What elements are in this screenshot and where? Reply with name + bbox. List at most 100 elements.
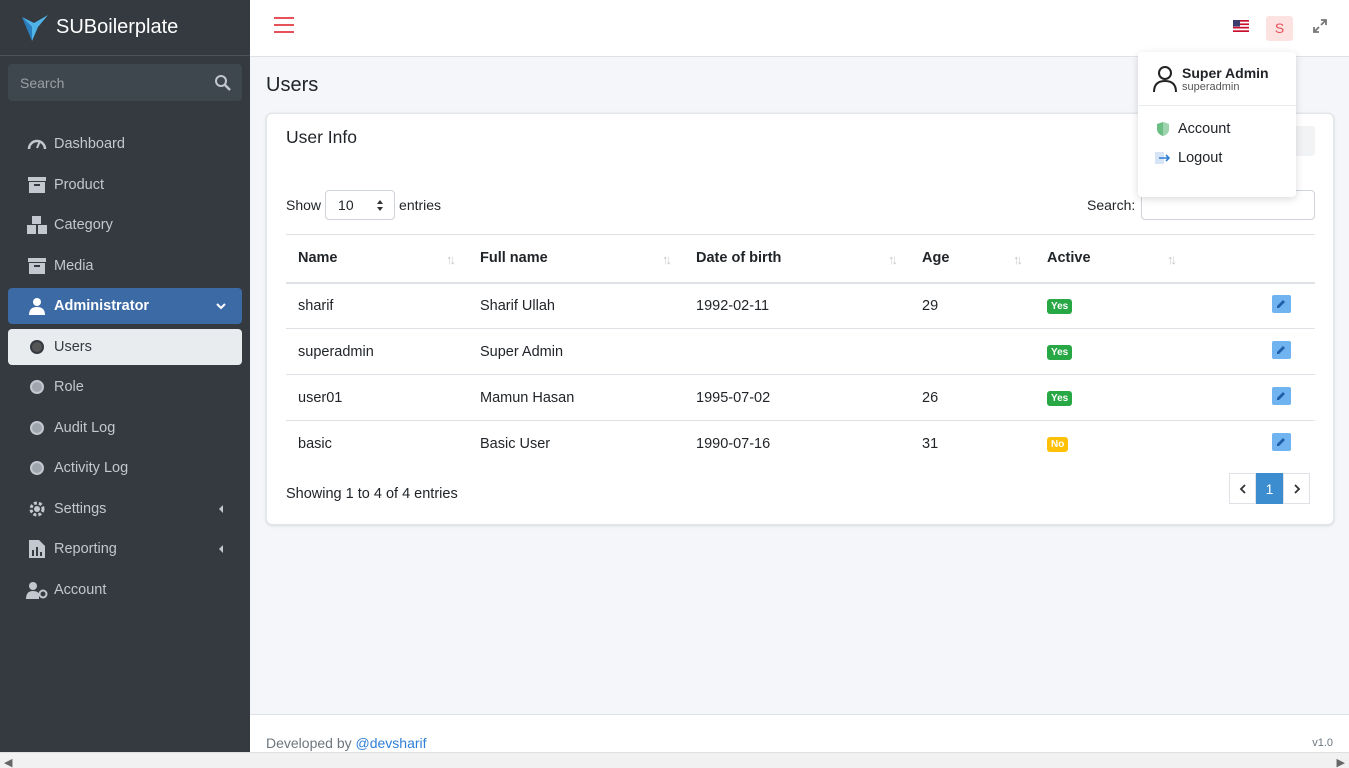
table-info: Showing 1 to 4 of 4 entries bbox=[286, 486, 458, 502]
cell-full-name: Super Admin bbox=[468, 328, 684, 375]
cell-active: No bbox=[1035, 421, 1189, 467]
cell-actions bbox=[1189, 282, 1315, 329]
footer-credit-text: Developed by bbox=[266, 735, 356, 751]
edit-button[interactable] bbox=[1272, 340, 1291, 359]
logout-icon bbox=[1155, 151, 1171, 164]
us-flag-icon[interactable] bbox=[1233, 20, 1249, 32]
cell-name: user01 bbox=[286, 374, 468, 421]
horizontal-scrollbar[interactable]: ◀ ▶ bbox=[0, 752, 1349, 768]
footer: Developed by @devsharif v1.0 bbox=[250, 714, 1349, 752]
column-label: Date of birth bbox=[696, 250, 782, 267]
cell-age: 31 bbox=[922, 435, 939, 452]
archive-icon bbox=[26, 256, 48, 276]
developer-link[interactable]: @devsharif bbox=[355, 735, 427, 751]
sidebar-item-media[interactable]: Media bbox=[8, 248, 242, 284]
cell-age bbox=[910, 328, 1035, 375]
table-search-label: Search: bbox=[1087, 197, 1136, 213]
page-title: Users bbox=[266, 74, 319, 96]
sidebar-item-product[interactable]: Product bbox=[8, 167, 242, 203]
column-header-age[interactable]: Age ↑↓ bbox=[910, 234, 1035, 284]
users-table: Name ↑↓ Full name ↑↓ Date of birth ↑↓ Age ↑↓… bbox=[286, 234, 1315, 467]
user-cog-icon bbox=[26, 580, 48, 600]
circle-icon bbox=[26, 458, 48, 478]
prev-page-button[interactable] bbox=[1229, 473, 1256, 504]
version-label: v1.0 bbox=[1312, 737, 1333, 749]
sidebar-item-account[interactable]: Account bbox=[8, 572, 242, 608]
column-header-full-name[interactable]: Full name ↑↓ bbox=[468, 234, 684, 284]
chevron-left-icon bbox=[219, 504, 223, 513]
cell-dob: 1995-07-02 bbox=[684, 374, 910, 421]
user-username: superadmin bbox=[1182, 80, 1240, 93]
brand[interactable]: SUBoilerplate bbox=[0, 0, 250, 56]
cell-dob: 1992-02-11 bbox=[684, 282, 910, 329]
page-button[interactable]: 1 bbox=[1256, 473, 1283, 504]
circle-icon bbox=[26, 337, 48, 357]
column-label: Active bbox=[1047, 250, 1091, 267]
chevron-left-icon bbox=[219, 545, 223, 553]
column-header-dob[interactable]: Date of birth ↑↓ bbox=[684, 234, 910, 284]
sidebar-item-dashboard[interactable]: Dashboard bbox=[8, 126, 242, 162]
next-page-button[interactable] bbox=[1283, 473, 1310, 504]
table-row: sharif Sharif Ullah 1992-02-11 29 Yes bbox=[286, 282, 1315, 329]
user-dropdown-menu: Super Admin superadmin Account Logout bbox=[1138, 52, 1296, 197]
sidebar-item-label: Media bbox=[54, 257, 94, 274]
footer-credit: Developed by @devsharif bbox=[266, 735, 427, 751]
sidebar-item-role[interactable]: Role bbox=[8, 369, 242, 405]
sidebar-nav: Dashboard Product Category Media Adminis… bbox=[0, 126, 250, 608]
archive-icon bbox=[26, 175, 48, 195]
cell-active: Yes bbox=[1035, 374, 1189, 421]
column-header-active[interactable]: Active ↑↓ bbox=[1035, 234, 1189, 284]
edit-button[interactable] bbox=[1272, 432, 1291, 451]
scroll-right-icon[interactable]: ▶ bbox=[1336, 757, 1345, 768]
cell-full-name: Mamun Hasan bbox=[468, 374, 684, 421]
cell-name: superadmin bbox=[286, 328, 468, 375]
sidebar-item-settings[interactable]: Settings bbox=[8, 491, 242, 527]
entries-label: entries bbox=[399, 197, 442, 213]
pencil-icon bbox=[1277, 391, 1285, 400]
sidebar-item-label: Product bbox=[54, 176, 104, 193]
pencil-icon bbox=[1277, 437, 1285, 446]
sidebar-item-users[interactable]: Users bbox=[8, 328, 242, 365]
user-full-name: Super Admin bbox=[1182, 64, 1269, 81]
sidebar-item-activity-log[interactable]: Activity Log bbox=[8, 450, 242, 486]
fullscreen-icon[interactable] bbox=[1313, 19, 1327, 33]
sidebar-item-administrator[interactable]: Administrator bbox=[8, 288, 242, 324]
user-avatar-button[interactable]: S bbox=[1266, 16, 1293, 41]
edit-button[interactable] bbox=[1272, 294, 1291, 313]
cell-actions bbox=[1189, 421, 1315, 467]
cell-age: 26 bbox=[910, 374, 1035, 421]
scroll-left-icon[interactable]: ◀ bbox=[4, 757, 13, 768]
table-row: user01 Mamun Hasan 1995-07-02 26 Yes bbox=[286, 374, 1315, 421]
sidebar-item-label: Dashboard bbox=[54, 136, 125, 152]
sidebar-item-label: Category bbox=[54, 217, 113, 233]
card-title: User Info bbox=[286, 127, 357, 147]
column-label: Full name bbox=[480, 250, 548, 267]
sort-icon: ↑↓ bbox=[888, 252, 898, 267]
dropdown-item-logout[interactable]: Logout bbox=[1138, 143, 1296, 172]
user-dropdown-header: Super Admin superadmin bbox=[1138, 52, 1296, 106]
page-length-select[interactable]: 10 bbox=[325, 190, 396, 220]
user-tie-icon bbox=[26, 296, 48, 316]
column-header-name[interactable]: Name ↑↓ bbox=[286, 234, 468, 284]
cell-name: basic bbox=[298, 435, 332, 452]
shield-icon bbox=[1157, 121, 1169, 136]
sidebar-item-label: Role bbox=[54, 379, 84, 395]
sidebar-item-label: Reporting bbox=[54, 541, 117, 557]
dropdown-item-account[interactable]: Account bbox=[1138, 114, 1296, 143]
search-icon[interactable] bbox=[214, 74, 232, 92]
table-row: superadmin Super Admin Yes bbox=[286, 328, 1315, 375]
dropdown-item-label: Logout bbox=[1178, 149, 1223, 166]
sidebar-item-audit-log[interactable]: Audit Log bbox=[8, 410, 242, 446]
menu-toggle-icon[interactable] bbox=[274, 17, 294, 35]
edit-button[interactable] bbox=[1272, 386, 1291, 405]
status-badge: No bbox=[1047, 437, 1069, 453]
pagination: 1 bbox=[1229, 473, 1310, 504]
cell-name: sharif bbox=[286, 282, 468, 329]
table-header-row: Name ↑↓ Full name ↑↓ Date of birth ↑↓ Age ↑↓… bbox=[286, 234, 1315, 284]
column-header-actions bbox=[1189, 234, 1315, 284]
sidebar-item-reporting[interactable]: Reporting bbox=[8, 531, 242, 567]
pencil-icon bbox=[1277, 345, 1285, 354]
sidebar-search-input[interactable]: Search bbox=[8, 64, 242, 101]
sidebar-item-category[interactable]: Category bbox=[8, 207, 242, 243]
sidebar-item-label: Settings bbox=[54, 500, 107, 517]
